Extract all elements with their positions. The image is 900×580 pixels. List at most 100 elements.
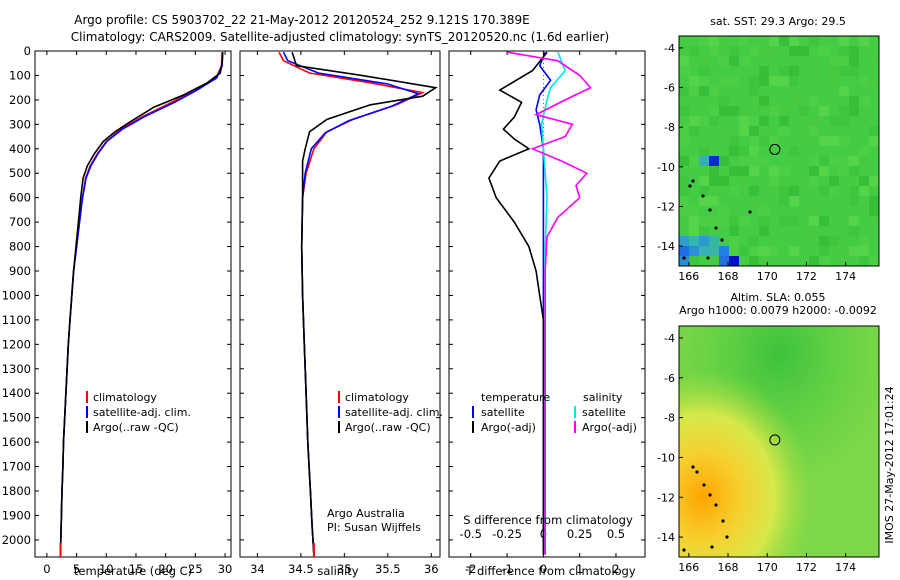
sst-cell [699,176,709,186]
sst-cell [799,106,809,116]
sst-cell [729,186,739,196]
sst-cell [739,246,749,256]
x2-tick-label: 0.25 [567,527,593,541]
sst-cell [739,36,749,46]
sst-cell [759,66,769,76]
island [710,545,714,549]
sst-cell [819,216,829,226]
sst-map [678,35,880,267]
sst-cell [769,106,779,116]
sst-cell [699,66,709,76]
sst-cell [769,76,779,86]
sst-cell [739,146,749,156]
sst-cell [719,256,729,266]
sst-cell [719,176,729,186]
sst-cell [779,166,789,176]
sst-cell [839,256,849,266]
legend-satellite-label: satellite-adj. clim. [93,406,191,419]
y-tick-label: 2000 [2,533,31,547]
sst-cell [689,216,699,226]
temperature-legend: climatology satellite-adj. clim. Argo(..… [86,391,191,434]
island [748,210,752,214]
sst-cell [679,66,689,76]
sst-cell [709,256,719,266]
sst-cell [849,196,859,206]
series-line [59,52,224,555]
sst-cell [819,256,829,266]
sst-cell [829,156,839,166]
sst-cell [829,176,839,186]
sst-cell [739,176,749,186]
x2-tick-label: -0.5 [460,527,482,541]
sst-cell [749,46,759,56]
x-tick-label: 20 [158,562,173,576]
sst-cell [699,216,709,226]
sst-cell [859,246,869,256]
sst-cell [749,156,759,166]
sst-cell [859,146,869,156]
island [708,493,712,497]
island [706,256,710,260]
imos-timestamp: IMOS 27-May-2012 17:01:24 [883,386,896,543]
x2-tick-label: -0.25 [492,527,522,541]
sst-map-cells [679,36,879,266]
sst-cell [689,236,699,246]
sst-cell [789,146,799,156]
sst-cell [709,166,719,176]
island [714,503,718,507]
sst-cell [729,106,739,116]
map-y-tick-label: -12 [657,201,675,214]
sst-cell [849,56,859,66]
sst-cell [709,156,719,166]
sst-cell [759,46,769,56]
sst-cell [809,226,819,236]
island [720,238,724,242]
sst-cell [759,246,769,256]
sst-cell [789,96,799,106]
sst-cell [729,236,739,246]
sst-cell [849,156,859,166]
sst-cell [749,136,759,146]
x-tick-label: 10 [99,562,114,576]
sst-cell [729,56,739,66]
island [695,470,699,474]
legend-satellite-label: satellite-adj. clim. [345,406,443,419]
sst-cell [699,36,709,46]
sst-cell [689,206,699,216]
sst-cell [829,76,839,86]
sst-cell [699,226,709,236]
sst-cell [689,126,699,136]
sst-cell [849,186,859,196]
x-tick-label: 2 [612,562,619,576]
sst-cell [699,246,709,256]
sst-cell [719,206,729,216]
island [721,519,725,523]
sst-cell [749,236,759,246]
legend-s-argo-label: Argo(-adj) [582,421,637,434]
legend-t-satellite-label: satellite [481,406,525,419]
sst-cell [679,136,689,146]
sst-cell [719,156,729,166]
sst-cell [829,136,839,146]
sst-cell [789,66,799,76]
sst-cell [859,186,869,196]
sst-map-title: sat. SST: 29.3 Argo: 29.5 [710,15,846,28]
sst-cell [839,166,849,176]
sst-cell [729,46,739,56]
sst-cell [779,186,789,196]
sla-map-frame [678,325,880,558]
sst-cell [679,106,689,116]
sst-cell [759,76,769,86]
sst-cell [749,126,759,136]
sst-cell [719,56,729,66]
s-difference-x-label: S difference from climatology [463,513,633,527]
sst-cell [729,206,739,216]
x-tick-label: 30 [218,562,233,576]
island [688,184,692,188]
sst-cell [699,196,709,206]
series-line [291,51,438,555]
sst-cell [809,256,819,266]
sla-map-title: Altim. SLA: 0.055 [730,291,825,304]
sst-cell [709,196,719,206]
series-line [488,51,548,555]
